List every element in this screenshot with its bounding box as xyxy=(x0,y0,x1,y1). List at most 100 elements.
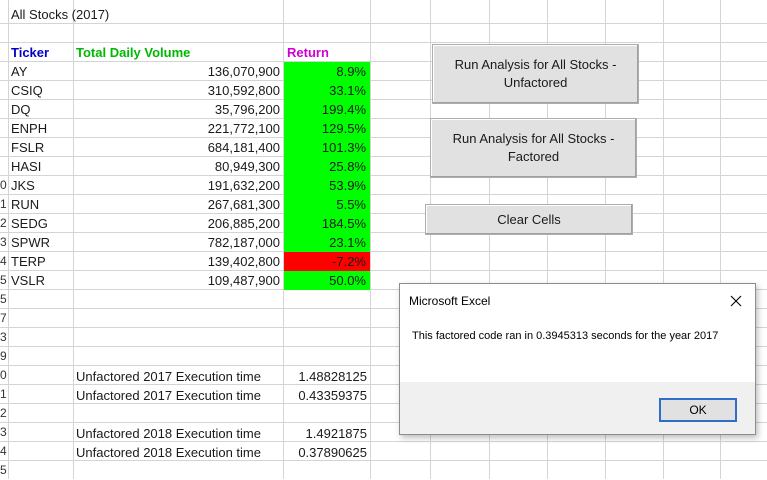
ticker-cell[interactable]: JKS xyxy=(11,178,35,193)
row-number[interactable]: 9 xyxy=(0,349,7,363)
grid-row-line xyxy=(0,270,767,271)
grid-row-line xyxy=(0,118,767,119)
exec-time-value[interactable]: 0.43359375 xyxy=(298,388,367,403)
ticker-cell[interactable]: SPWR xyxy=(11,235,50,250)
volume-cell[interactable]: 139,402,800 xyxy=(207,254,280,269)
row-number[interactable]: 0 xyxy=(0,368,7,382)
row-number[interactable]: 5 xyxy=(0,463,7,477)
grid-row-line xyxy=(0,308,767,309)
volume-cell[interactable]: 267,681,300 xyxy=(207,197,280,212)
grid-row-line xyxy=(0,403,767,404)
volume-cell[interactable]: 221,772,100 xyxy=(207,121,280,136)
dialog-title: Microsoft Excel xyxy=(409,294,491,308)
grid-row-line xyxy=(0,232,767,233)
return-cell[interactable]: 101.3% xyxy=(284,138,370,157)
ticker-cell[interactable]: DQ xyxy=(11,102,31,117)
grid-col-line xyxy=(720,0,721,479)
volume-cell[interactable]: 191,632,200 xyxy=(207,178,280,193)
row-number[interactable]: 5 xyxy=(0,292,7,306)
grid-row-line xyxy=(0,422,767,423)
volume-cell[interactable]: 109,487,900 xyxy=(207,273,280,288)
sheet-title[interactable]: All Stocks (2017) xyxy=(11,7,110,22)
volume-cell[interactable]: 80,949,300 xyxy=(214,159,280,174)
clear-cells-button[interactable]: Clear Cells xyxy=(425,204,633,235)
row-number[interactable]: 2 xyxy=(0,216,7,230)
return-cell[interactable]: 5.5% xyxy=(284,195,370,214)
grid-col-line xyxy=(430,0,431,479)
grid-row-line xyxy=(0,137,767,138)
grid-row-line xyxy=(0,156,767,157)
ticker-cell[interactable]: ENPH xyxy=(11,121,48,136)
grid-col-line xyxy=(663,0,664,479)
return-cell[interactable]: 23.1% xyxy=(284,233,370,252)
grid-row-line xyxy=(0,99,767,100)
row-number[interactable]: 4 xyxy=(0,254,7,268)
exec-time-value[interactable]: 1.4921875 xyxy=(305,426,367,441)
volume-cell[interactable]: 310,592,800 xyxy=(207,83,280,98)
ticker-cell[interactable]: RUN xyxy=(11,197,40,212)
grid-row-line xyxy=(0,213,767,214)
header-return[interactable]: Return xyxy=(287,45,329,60)
grid-col-line xyxy=(489,0,490,479)
grid-col-line xyxy=(370,0,371,479)
grid-row-line xyxy=(0,365,767,366)
ticker-cell[interactable]: AY xyxy=(11,64,28,79)
row-number[interactable]: 2 xyxy=(0,406,7,420)
exec-time-label[interactable]: Unfactored 2017 Execution time xyxy=(76,388,261,403)
grid-col-line xyxy=(73,0,74,479)
run-analysis-factored-button[interactable]: Run Analysis for All Stocks - Factored xyxy=(430,118,637,178)
dialog-titlebar[interactable]: Microsoft Excel xyxy=(400,284,755,318)
row-number[interactable]: 1 xyxy=(0,197,7,211)
header-total-daily-volume[interactable]: Total Daily Volume xyxy=(76,45,191,60)
exec-time-value[interactable]: 0.37890625 xyxy=(298,445,367,460)
ticker-cell[interactable]: TERP xyxy=(11,254,46,269)
dialog-message: This factored code ran in 0.3945313 seco… xyxy=(412,330,719,342)
run-analysis-unfactored-button[interactable]: Run Analysis for All Stocks - Unfactored xyxy=(432,44,639,104)
row-number[interactable]: 3 xyxy=(0,235,7,249)
return-cell[interactable]: 199.4% xyxy=(284,100,370,119)
return-cell[interactable]: 184.5% xyxy=(284,214,370,233)
return-cell[interactable]: 50.0% xyxy=(284,271,370,290)
volume-cell[interactable]: 206,885,200 xyxy=(207,216,280,231)
volume-cell[interactable]: 35,796,200 xyxy=(214,102,280,117)
grid-row-line xyxy=(0,346,767,347)
grid-row-line xyxy=(0,42,767,43)
grid-row-line xyxy=(0,251,767,252)
row-number[interactable]: 0 xyxy=(0,178,7,192)
ok-button[interactable]: OK xyxy=(659,398,737,422)
volume-cell[interactable]: 136,070,900 xyxy=(207,64,280,79)
close-icon[interactable] xyxy=(723,289,749,313)
return-cell[interactable]: 8.9% xyxy=(284,62,370,81)
exec-time-label[interactable]: Unfactored 2017 Execution time xyxy=(76,369,261,384)
header-ticker[interactable]: Ticker xyxy=(11,45,50,60)
return-cell[interactable]: 33.1% xyxy=(284,81,370,100)
grid-col-line xyxy=(8,0,9,479)
volume-cell[interactable]: 684,181,400 xyxy=(207,140,280,155)
row-number[interactable]: 4 xyxy=(0,444,7,458)
row-number[interactable]: 7 xyxy=(0,311,7,325)
return-cell[interactable]: 53.9% xyxy=(284,176,370,195)
exec-time-label[interactable]: Unfactored 2018 Execution time xyxy=(76,445,261,460)
exec-time-label[interactable]: Unfactored 2018 Execution time xyxy=(76,426,261,441)
return-cell[interactable]: 25.8% xyxy=(284,157,370,176)
grid-row-line xyxy=(0,23,767,24)
row-number[interactable]: 5 xyxy=(0,273,7,287)
ticker-cell[interactable]: VSLR xyxy=(11,273,45,288)
grid-col-line xyxy=(283,0,284,479)
exec-time-value[interactable]: 1.48828125 xyxy=(298,369,367,384)
row-number[interactable]: 3 xyxy=(0,330,7,344)
ticker-cell[interactable]: SEDG xyxy=(11,216,48,231)
grid-col-line xyxy=(605,0,606,479)
grid-row-line xyxy=(0,384,767,385)
return-cell[interactable]: 129.5% xyxy=(284,119,370,138)
ticker-cell[interactable]: HASI xyxy=(11,159,42,174)
ticker-cell[interactable]: FSLR xyxy=(11,140,45,155)
return-cell[interactable]: -7.2% xyxy=(284,252,370,271)
grid-row-line xyxy=(0,289,767,290)
ticker-cell[interactable]: CSIQ xyxy=(11,83,43,98)
row-number[interactable]: 1 xyxy=(0,387,7,401)
volume-cell[interactable]: 782,187,000 xyxy=(207,235,280,250)
row-number[interactable]: 3 xyxy=(0,425,7,439)
grid-row-line xyxy=(0,175,767,176)
